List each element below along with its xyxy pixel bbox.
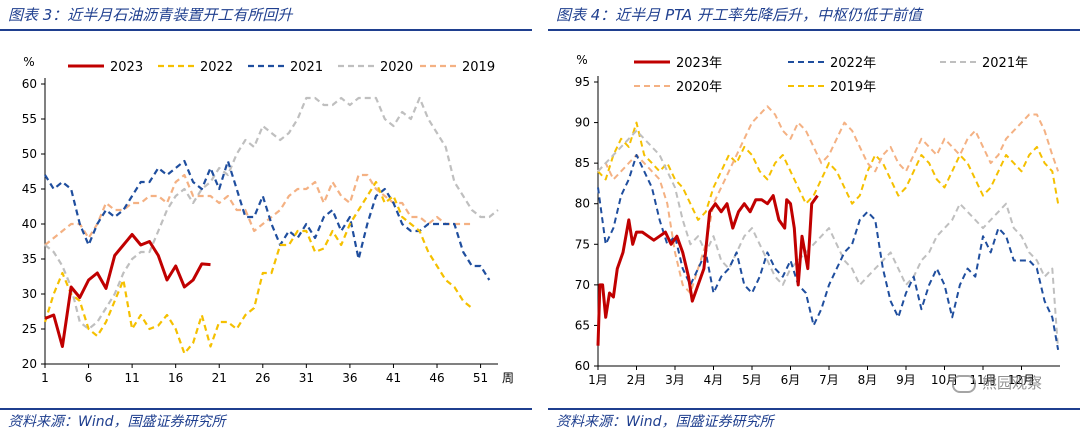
y-tick-label: 55 (22, 112, 37, 126)
x-axis-unit: 周 (502, 371, 514, 385)
legend-label: 2020年 (676, 80, 722, 95)
x-tick-label: 16 (168, 371, 183, 385)
x-tick-label: 6 (85, 371, 93, 385)
y-tick-label: 60 (22, 77, 37, 91)
x-tick-label: 41 (386, 371, 401, 385)
pta-chart: 60 65 70 75 80 85 90 95% 1月 2月 3月 4月 5月 6月 7月 8月 9月 10月 11… (575, 53, 1060, 387)
chart-title: 图表 3：近半月石油沥青装置开工有所回升 (8, 6, 293, 24)
legend-label: 2022 (200, 60, 233, 75)
series-line-2019年 (597, 121, 1060, 221)
x-tick-label: 36 (342, 371, 357, 385)
y-tick-label: 50 (22, 147, 37, 161)
chart-source: 资料来源：Wind，国盛证券研究所 (8, 414, 226, 430)
x-tick-label: 1 (41, 371, 49, 385)
series-line-2021 (44, 159, 491, 281)
y-tick-label: 90 (575, 116, 590, 130)
y-tick-label: 60 (575, 359, 590, 373)
series-line-2022年 (597, 154, 1060, 350)
x-tick-label: 4月 (704, 373, 724, 387)
series-line-2022 (43, 180, 473, 355)
watermark: 熊园观察 (951, 372, 1042, 393)
legend-label: 2023年 (676, 56, 722, 71)
watermark-text: 熊园观察 (981, 374, 1042, 392)
x-tick-label: 8月 (858, 373, 878, 387)
title-rule (0, 29, 532, 31)
legend-label: 2021年 (982, 56, 1028, 71)
wechat-icon (951, 374, 976, 393)
x-tick-label: 26 (255, 371, 270, 385)
series-line-2020年 (597, 105, 1060, 294)
x-tick-label: 1月 (588, 373, 608, 387)
y-tick-label: 95 (575, 75, 590, 89)
legend-label: 2023 (110, 60, 143, 75)
x-tick-label: 2月 (627, 373, 647, 387)
series-line-2021年 (597, 129, 1060, 350)
title-rule (548, 29, 1080, 31)
source-rule (0, 408, 532, 410)
legend-label: 2019 (462, 60, 495, 75)
x-tick-label: 11 (124, 371, 139, 385)
y-tick-label: 35 (22, 252, 37, 266)
legend-label: 2020 (380, 60, 413, 75)
source-rule (548, 408, 1080, 410)
x-tick-label: 7月 (819, 373, 839, 387)
x-tick-label: 51 (473, 371, 488, 385)
y-tick-label: 40 (22, 217, 37, 231)
x-tick-label: 3月 (665, 373, 685, 387)
y-axis-unit: % (576, 53, 587, 67)
y-tick-label: 25 (22, 322, 37, 336)
chart-source: 资料来源：Wind，国盛证券研究所 (556, 414, 774, 430)
chart-panel-right: 图表 4：近半月 PTA 开工率先降后升，中枢仍低于前值 60 65 70 75 80 8… (548, 0, 1080, 438)
x-tick-label: 11月 (969, 373, 996, 387)
x-tick-label: 12月 (1008, 373, 1035, 387)
chart-title: 图表 4：近半月 PTA 开工率先降后升，中枢仍低于前值 (556, 6, 922, 24)
y-tick-label: 75 (575, 237, 590, 251)
series-line-2019 (44, 173, 472, 246)
series-line-2023 (44, 233, 211, 348)
x-tick-label: 31 (299, 371, 314, 385)
legend-label: 2022年 (830, 56, 876, 71)
y-tick-label: 65 (575, 318, 590, 332)
y-tick-label: 45 (22, 182, 37, 196)
legend-label: 2021 (290, 60, 323, 75)
series-line-2023年 (596, 194, 819, 346)
x-tick-label: 9月 (896, 373, 916, 387)
y-tick-label: 20 (22, 357, 37, 371)
legend-label: 2019年 (830, 80, 876, 95)
chart-panel-left: 图表 3：近半月石油沥青装置开工有所回升 20 25 30 35 40 45 50 55 60%… (0, 0, 532, 438)
x-tick-label: 6月 (781, 373, 801, 387)
x-tick-label: 46 (429, 371, 444, 385)
x-tick-label: 5月 (742, 373, 762, 387)
y-tick-label: 85 (575, 156, 590, 170)
y-tick-label: 70 (575, 278, 590, 292)
y-axis-unit: % (23, 55, 34, 69)
x-tick-label: 10月 (931, 373, 958, 387)
series-line-2020 (44, 96, 499, 331)
x-tick-label: 21 (212, 371, 227, 385)
y-tick-label: 30 (22, 287, 37, 301)
y-tick-label: 80 (575, 197, 590, 211)
